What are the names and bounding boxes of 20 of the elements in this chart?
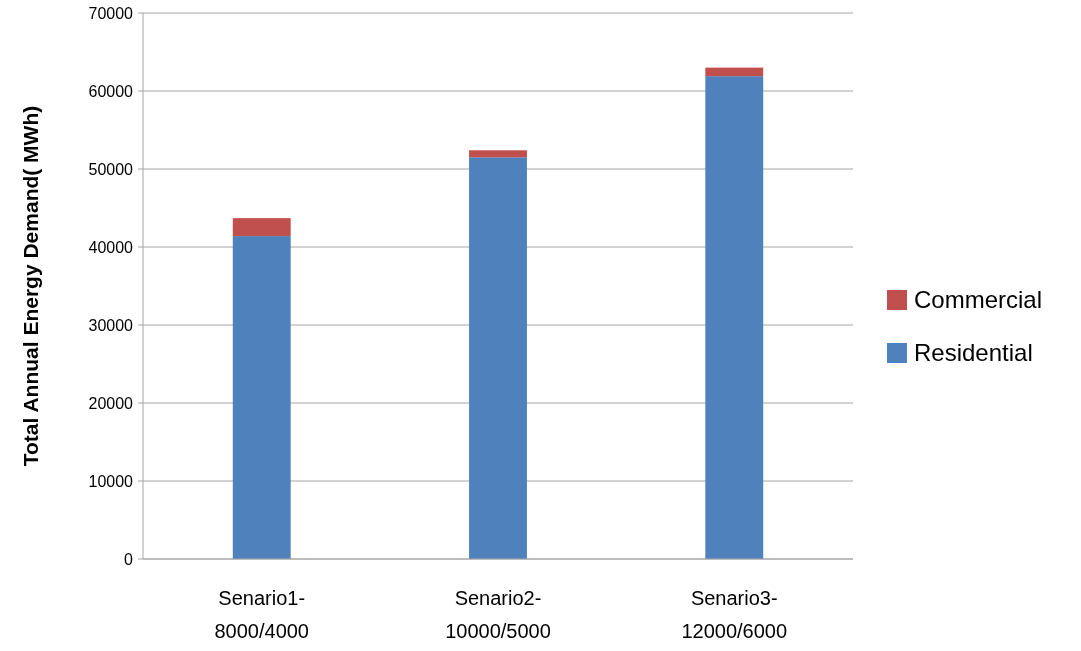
x-tick-label: Senario1- 8000/4000 [214,587,309,642]
y-tick-label: 40000 [88,238,134,256]
bar [232,218,291,237]
y-tick-label: 60000 [88,82,134,100]
y-tick-label: 30000 [88,316,134,334]
y-tick-label: 0 [124,550,134,568]
y-tick-label: 20000 [88,394,134,412]
x-tick-label: Senario3- 12000/6000 [681,587,788,642]
y-tick-label: 50000 [88,160,134,178]
bar [705,67,764,77]
y-axis-title: Total Annual Energy Demand( MWh) [19,105,42,467]
bar [469,150,527,158]
bar [705,76,764,559]
bar [469,157,527,559]
bar [232,236,291,559]
legend-label: Residential [914,339,1033,367]
x-tick-label: Senario2- 10000/5000 [445,587,551,642]
legend-label: Commercial [914,286,1043,314]
y-tick-label: 10000 [88,472,134,490]
y-tick-label: 70000 [88,4,134,22]
